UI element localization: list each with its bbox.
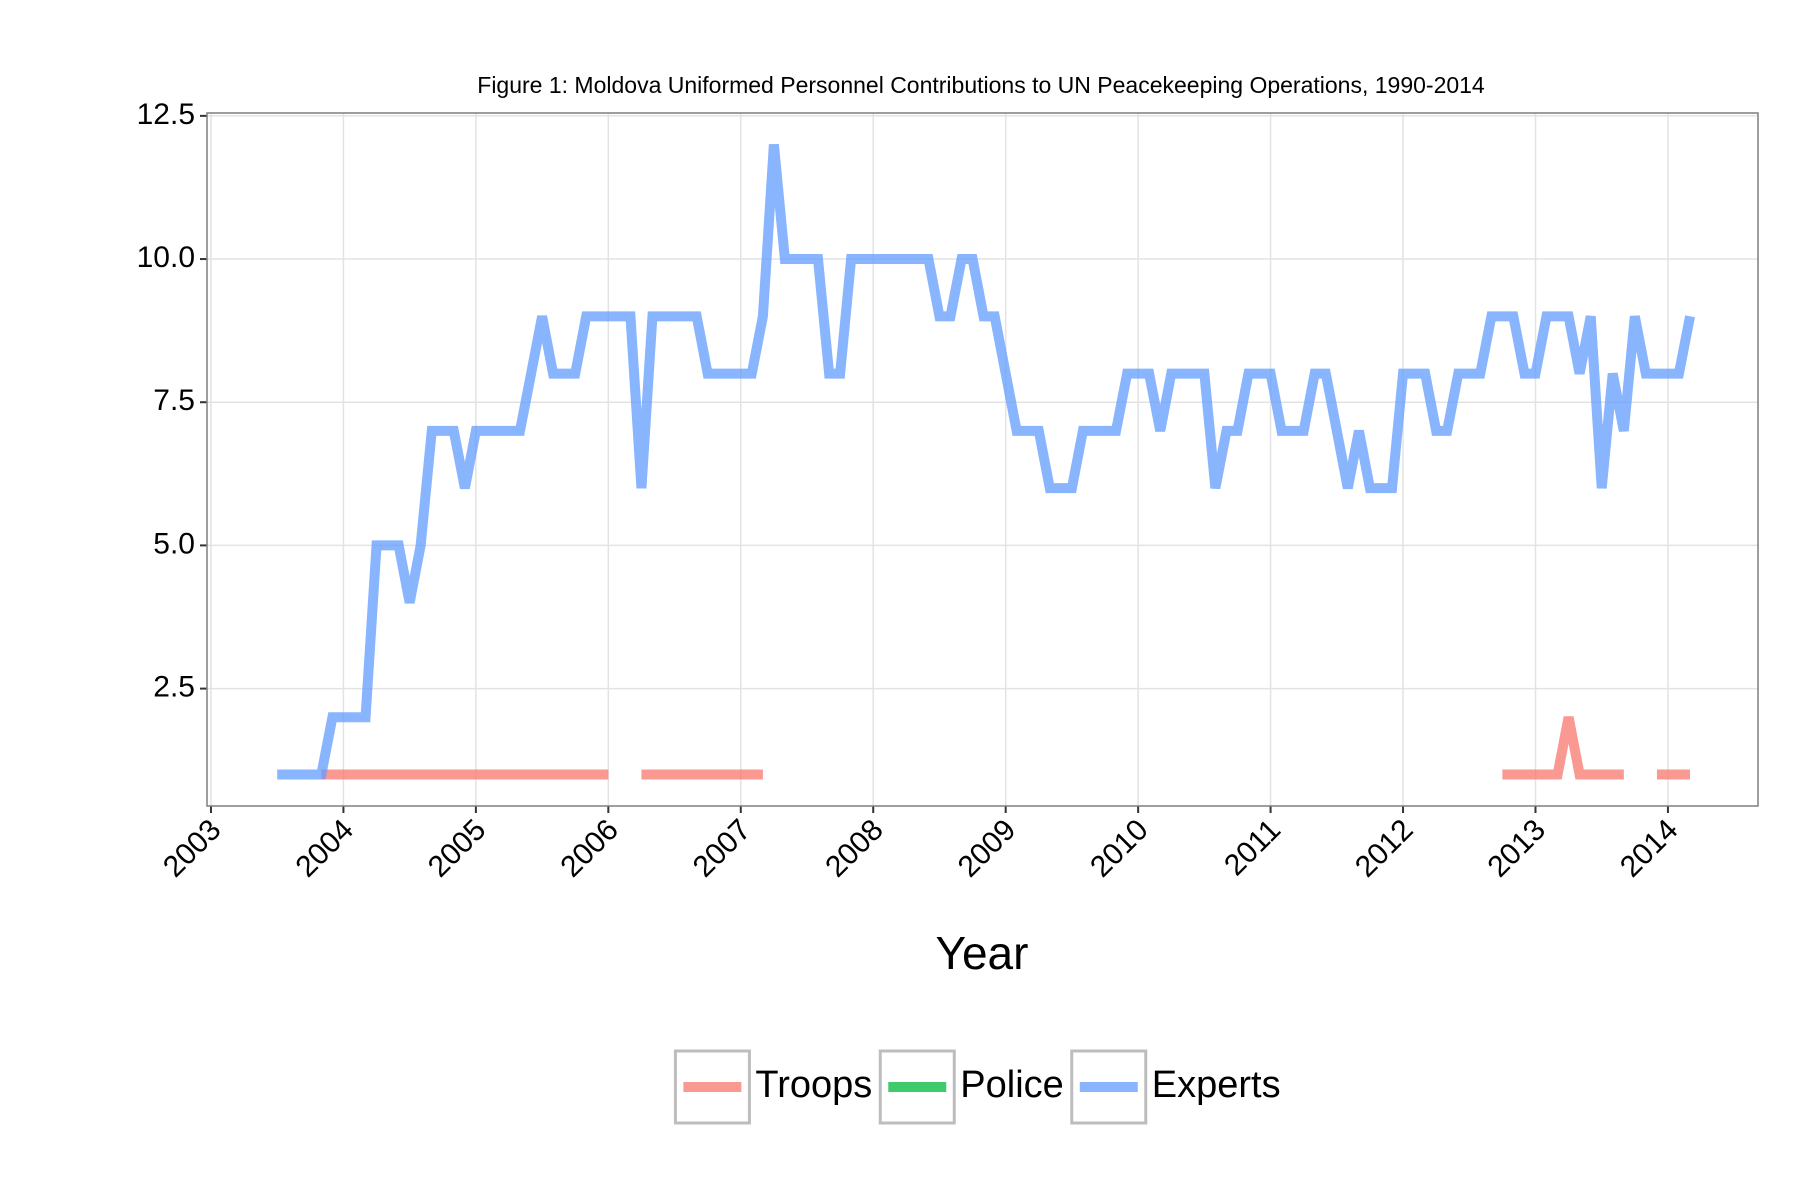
legend-label: Experts bbox=[1152, 1064, 1281, 1106]
legend-label: Police bbox=[960, 1064, 1064, 1106]
y-tick-label: 12.5 bbox=[137, 98, 195, 131]
y-tick-label: 10.0 bbox=[137, 241, 195, 274]
y-tick-label: 2.5 bbox=[153, 671, 195, 704]
series-line bbox=[277, 144, 1695, 780]
plot-border bbox=[206, 112, 1759, 807]
x-axis-label: Year bbox=[936, 927, 1029, 979]
chart-title: Figure 1: Moldova Uniformed Personnel Co… bbox=[477, 72, 1485, 98]
legend-label: Troops bbox=[755, 1064, 872, 1106]
legend: Troops Police Experts bbox=[673, 1049, 1281, 1125]
series-line bbox=[321, 716, 1691, 780]
y-tick-label: 7.5 bbox=[153, 384, 195, 417]
y-tick-label: 5.0 bbox=[153, 527, 195, 560]
